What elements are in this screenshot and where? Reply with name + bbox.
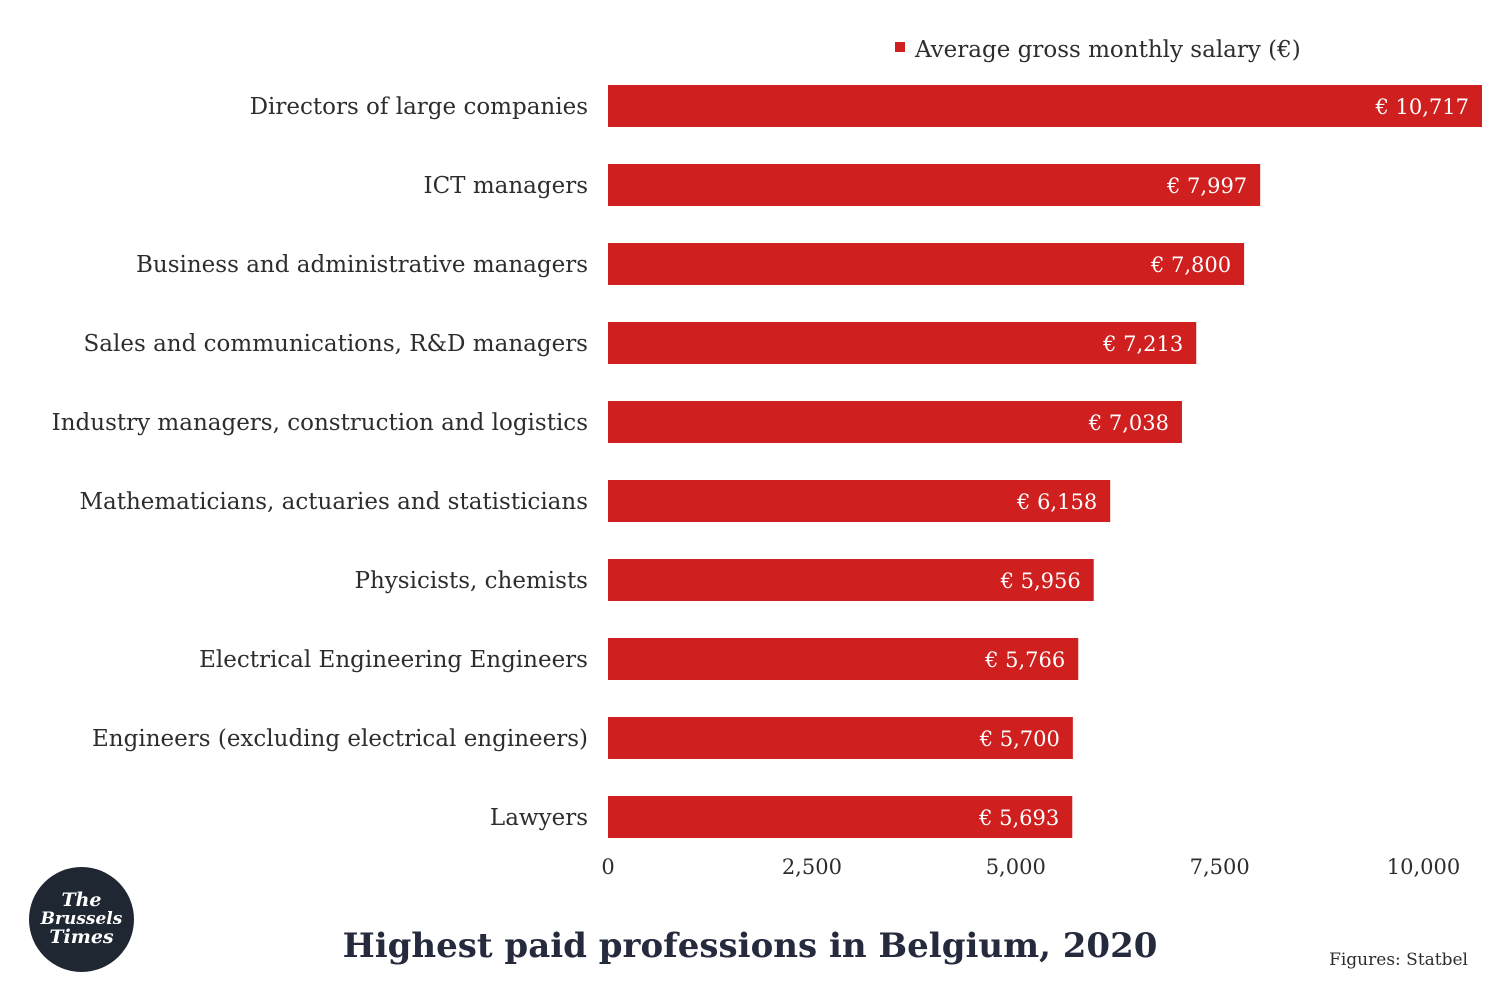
category-label: Directors of large companies (250, 94, 588, 120)
x-tick-label: 7,500 (1190, 855, 1250, 879)
bar (608, 559, 1094, 601)
value-label: € 7,213 (1102, 332, 1183, 356)
chart-title: Highest paid professions in Belgium, 202… (342, 926, 1158, 966)
x-tick-label: 2,500 (782, 855, 842, 879)
source-note: Figures: Statbel (1329, 950, 1468, 970)
legend-swatch (895, 42, 905, 52)
bar (608, 322, 1197, 364)
x-tick-label: 5,000 (986, 855, 1046, 879)
brussels-times-logo: The Brussels Times (29, 867, 134, 972)
bar (608, 85, 1482, 127)
category-label: Engineers (excluding electrical engineer… (92, 726, 588, 752)
value-label: € 10,717 (1374, 95, 1469, 119)
x-tick-label: 10,000 (1387, 855, 1460, 879)
bar (608, 243, 1245, 285)
category-label: Sales and communications, R&D managers (84, 331, 588, 357)
bar (608, 638, 1079, 680)
value-label: € 7,038 (1088, 411, 1169, 435)
logo-line-1: The (61, 888, 102, 911)
bar (608, 717, 1073, 759)
value-label: € 5,956 (1000, 569, 1081, 593)
legend-label: Average gross monthly salary (€) (914, 37, 1301, 63)
bar-chart: Average gross monthly salary (€) Directo… (52, 37, 1482, 879)
value-label: € 7,997 (1166, 174, 1247, 198)
value-label: € 6,158 (1016, 490, 1097, 514)
category-label: Physicists, chemists (355, 568, 588, 594)
value-label: € 5,700 (979, 727, 1060, 751)
bar (608, 796, 1073, 838)
bar (608, 401, 1182, 443)
x-tick-label: 0 (601, 855, 614, 879)
category-label: Electrical Engineering Engineers (199, 647, 588, 673)
category-label: Industry managers, construction and logi… (52, 410, 588, 436)
category-label: Lawyers (490, 805, 588, 831)
legend: Average gross monthly salary (€) (895, 37, 1301, 63)
bar (608, 480, 1111, 522)
value-label: € 7,800 (1150, 253, 1231, 277)
category-label: Business and administrative managers (136, 252, 588, 278)
category-label: Mathematicians, actuaries and statistici… (79, 489, 588, 515)
logo-line-2: Brussels (40, 908, 123, 929)
value-label: € 5,693 (978, 806, 1059, 830)
category-label: ICT managers (423, 173, 588, 199)
bar (608, 164, 1261, 206)
logo-line-3: Times (49, 926, 114, 949)
value-label: € 5,766 (984, 648, 1065, 672)
